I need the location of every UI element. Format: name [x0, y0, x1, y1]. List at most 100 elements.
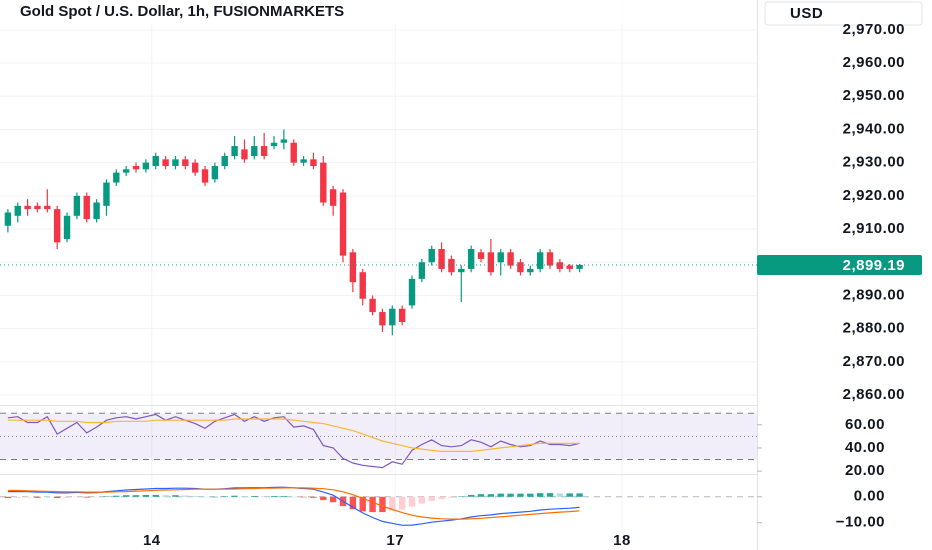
candle-body — [4, 212, 12, 226]
candle-body — [536, 252, 544, 269]
candle-body — [241, 149, 248, 160]
candle-body — [152, 156, 159, 166]
currency-box[interactable] — [764, 1, 923, 26]
candle-body — [260, 146, 268, 157]
x-tick-label: 18 — [613, 532, 631, 549]
candle-body — [290, 142, 297, 163]
histogram-bar — [349, 496, 357, 510]
candle-body — [113, 172, 120, 183]
histogram-bar — [458, 496, 465, 498]
histogram-bar — [44, 496, 51, 498]
y-tick-label: 2,950.00 — [843, 87, 905, 104]
histogram-bar — [517, 493, 524, 497]
y-tick-label: 2,870.00 — [843, 353, 905, 370]
candle-body — [24, 205, 31, 210]
candle-body — [339, 192, 347, 256]
histogram-bar — [418, 496, 426, 504]
histogram-bar — [191, 495, 199, 497]
candle-body — [270, 142, 278, 147]
histogram-bar — [359, 496, 366, 512]
candle-body — [310, 159, 317, 166]
histogram-bar — [231, 495, 238, 497]
candle-body — [408, 278, 416, 306]
histogram-bar — [556, 493, 564, 497]
histogram-bar — [310, 496, 317, 498]
indicator-line — [7, 487, 580, 520]
indicator-line — [7, 418, 580, 452]
histogram-bar — [477, 494, 485, 497]
y-tick-label: 2,940.00 — [843, 120, 905, 137]
candle-body — [556, 262, 564, 269]
histogram-bar — [221, 496, 228, 497]
candle-body — [34, 205, 41, 210]
candle-body — [132, 165, 140, 170]
candle-body — [53, 209, 61, 243]
histogram-bar — [162, 495, 169, 497]
y-tick-label: 20.00 — [845, 462, 885, 479]
histogram-bar — [497, 493, 504, 497]
histogram-bar — [241, 495, 248, 497]
candle-body — [83, 195, 90, 220]
histogram-bar — [113, 495, 120, 497]
candle-body — [14, 205, 21, 216]
y-tick-label: 2,930.00 — [843, 154, 905, 171]
histogram-bar — [408, 496, 416, 507]
histogram-bar — [201, 496, 209, 498]
candle-body — [576, 264, 583, 269]
candle-body — [211, 165, 219, 180]
histogram-bar — [507, 493, 514, 497]
histogram-bar — [329, 496, 337, 503]
candle-body — [527, 268, 534, 273]
candle-body — [73, 195, 81, 216]
title-backdrop — [0, 0, 650, 24]
candle-body — [182, 159, 189, 166]
candle-body — [300, 159, 307, 163]
candle-body — [93, 202, 100, 220]
candle-body — [44, 205, 51, 210]
chart-title: Gold Spot / U.S. Dollar, 1h, FUSIONMARKE… — [20, 3, 344, 20]
rsi-band-fill — [0, 413, 757, 460]
candle-body — [517, 262, 524, 273]
candle-body — [359, 272, 366, 299]
candle-body — [191, 162, 199, 173]
histogram-bar — [14, 496, 21, 498]
candle-body — [467, 248, 475, 269]
plot-layer — [0, 0, 757, 530]
candle-body — [428, 248, 435, 263]
candle-body — [221, 156, 228, 166]
candle-body — [142, 162, 150, 170]
histogram-bar — [182, 495, 189, 497]
candle-body — [103, 182, 110, 206]
x-tick-label: 14 — [143, 532, 161, 549]
currency-label[interactable]: USD — [790, 5, 823, 22]
candle-body — [320, 162, 327, 203]
histogram-bar — [398, 496, 406, 510]
histogram-bar — [448, 496, 455, 498]
y-tick-label: 2,970.00 — [843, 21, 905, 38]
candle-body — [201, 169, 209, 183]
y-tick-label: 2,910.00 — [843, 220, 905, 237]
histogram-bar — [152, 494, 159, 497]
histogram-bar — [251, 495, 258, 497]
y-tick-label: 2,920.00 — [843, 187, 905, 204]
candle-body — [162, 159, 169, 166]
histogram-bar — [24, 496, 31, 498]
last-price-label: 2,899.19 — [843, 257, 905, 274]
candle-body — [251, 146, 258, 157]
candle-body — [438, 248, 445, 269]
candle-body — [477, 252, 485, 259]
histogram-bar — [172, 495, 179, 497]
candle-body — [566, 265, 573, 269]
histogram-bar — [53, 496, 61, 499]
candle-body — [231, 146, 238, 157]
histogram-bar — [4, 496, 12, 499]
histogram-bar — [83, 496, 90, 498]
candle-body — [122, 169, 130, 173]
histogram-bar — [103, 496, 110, 497]
candle-body — [369, 298, 376, 313]
y-tick-label: 40.00 — [845, 439, 885, 456]
histogram-bar — [527, 493, 534, 497]
candle-body — [546, 252, 554, 266]
